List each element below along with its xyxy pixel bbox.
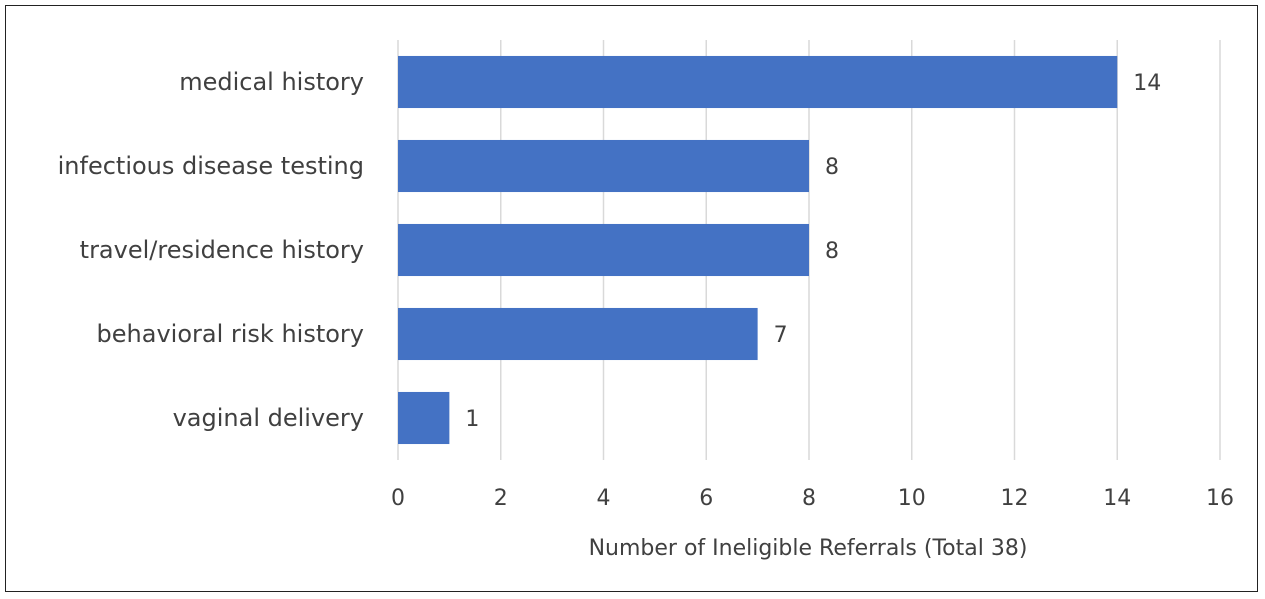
category-label: vaginal delivery [173,404,364,432]
bar [398,391,450,445]
bars [398,55,1118,445]
x-tick-label: 10 [898,486,926,511]
x-tick-label: 6 [699,486,713,511]
x-tick-labels: 0 2 4 6 8 10 12 14 16 [391,486,1234,511]
x-tick-label: 12 [1001,486,1029,511]
x-axis-title: Number of Ineligible Referrals (Total 38… [589,536,1028,561]
data-label: 8 [825,239,839,264]
bar [398,223,809,277]
gridlines [397,40,1221,460]
category-label: travel/residence history [80,236,364,264]
x-tick-label: 4 [597,486,611,511]
bar [398,307,758,361]
bar [398,139,809,193]
category-label: infectious disease testing [58,152,364,180]
data-label: 8 [825,155,839,180]
category-labels: medical history infectious disease testin… [58,68,364,432]
data-label: 7 [774,323,788,348]
x-tick-label: 16 [1206,486,1234,511]
category-label: medical history [179,68,364,96]
x-tick-label: 8 [802,486,816,511]
data-label: 1 [465,407,479,432]
x-tick-label: 0 [391,486,405,511]
data-label: 14 [1133,71,1161,96]
category-label: behavioral risk history [97,320,364,348]
x-tick-label: 14 [1103,486,1131,511]
data-labels: 14 8 8 7 1 [465,71,1161,432]
bar [398,55,1118,109]
x-tick-label: 2 [494,486,508,511]
